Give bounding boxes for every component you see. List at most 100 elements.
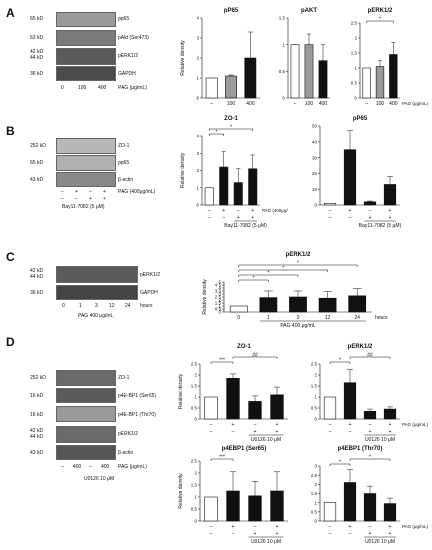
significance-label: * xyxy=(339,358,341,364)
kd-label: 44 kD xyxy=(30,434,44,440)
y-tick-label: 2.5 xyxy=(191,459,198,464)
x-tick-label: – xyxy=(294,101,297,107)
panel-letter-b: B xyxy=(6,124,15,138)
bar xyxy=(318,297,337,313)
y-tick-label: 2 xyxy=(196,56,199,61)
x-tick-label-row2: + xyxy=(369,429,372,435)
y-tick-label: 10 xyxy=(312,187,318,192)
y-axis-label: Relative density xyxy=(180,40,186,76)
significance-label: * xyxy=(282,266,284,272)
kd-label: 42 kD xyxy=(30,49,44,55)
significance-label: * xyxy=(216,130,218,136)
bar xyxy=(323,502,337,522)
chart-title: pERK1/2 xyxy=(348,344,373,350)
protein-label: pERK1/2 xyxy=(140,272,161,278)
y-tick-label: 4 xyxy=(196,134,199,139)
lane-label: – xyxy=(61,196,64,202)
unit-label: PAG (μg/mL) xyxy=(118,85,147,91)
pag-label: PAG (400μg/mL) xyxy=(262,208,288,213)
kd-label: 16 kD xyxy=(30,412,44,418)
lane-label: + xyxy=(75,189,78,195)
y-tick-label: 1.5 xyxy=(191,384,198,389)
blot-band-pp65 xyxy=(56,155,116,171)
x-tick-label: – xyxy=(254,422,257,428)
chart-title: p4EBP1 (Ser65) xyxy=(222,446,267,452)
bar xyxy=(389,54,398,99)
x-tick-label: – xyxy=(329,422,332,428)
x-tick-label-row2: + xyxy=(389,215,392,221)
y-tick-label: 3.5 xyxy=(215,289,222,294)
x-tick-label: + xyxy=(349,208,352,214)
x-tick-label-row2: + xyxy=(254,531,257,537)
y-tick-label: 50 xyxy=(312,124,318,129)
bar xyxy=(323,396,337,420)
protein-label: pERK1/2 xyxy=(118,431,139,437)
kd-label: 36 kD xyxy=(30,290,44,296)
protein-label: p4E-BP1 (Thr70) xyxy=(118,412,156,418)
x-tick-label: + xyxy=(349,524,352,530)
significance-label: * xyxy=(339,460,341,466)
x-tick-label: – xyxy=(210,101,213,107)
x-tick-label: + xyxy=(276,422,279,428)
bar xyxy=(290,44,300,99)
bar xyxy=(248,495,262,522)
y-tick-label: 1 xyxy=(314,500,317,505)
blot-band-perk xyxy=(56,426,116,443)
y-tick-label: 1 xyxy=(194,495,197,500)
blot-band-zo1 xyxy=(56,138,116,154)
x-tick-label-row2: – xyxy=(349,531,352,537)
x-tick-label: + xyxy=(389,208,392,214)
y-tick-label: 0 xyxy=(354,96,357,101)
protein-label: pp65 xyxy=(118,160,130,166)
chart-title: pP65 xyxy=(353,116,368,122)
y-tick-label: 0.5 xyxy=(351,81,358,86)
panel-letter-a: A xyxy=(6,6,15,20)
hours-label: hours xyxy=(140,303,153,309)
x-tick-label: – xyxy=(329,208,332,214)
inhibitor-label: U0126 10 μM xyxy=(365,437,395,443)
x-tick-label: – xyxy=(237,208,240,214)
x-tick-label-row2: – xyxy=(329,531,332,537)
x-tick-label: – xyxy=(208,208,211,214)
y-tick-label: 2.5 xyxy=(311,362,318,367)
protein-label: pERK1/2 xyxy=(118,53,139,59)
chart-p4ebp1-thr70-d: p4EBP1 (Thr70)00.511.522.53––+––+++**PAG… xyxy=(311,446,428,545)
x-tick-label: 400 xyxy=(319,101,328,107)
panel-letter-c: C xyxy=(6,250,15,264)
blot-band-actin xyxy=(56,172,116,187)
protein-label: pp65 xyxy=(118,16,130,22)
x-tick-label: – xyxy=(369,524,372,530)
chart-p4ebp1-ser65-d: p4EBP1 (Ser65) Relative density 0 0.5 1 1.5 2 2… xyxy=(178,446,288,545)
pag-label: PAG (μg/mL) xyxy=(118,464,147,470)
lane-label: + xyxy=(89,196,92,202)
bar xyxy=(343,382,357,420)
lane-label: – xyxy=(89,189,92,195)
inhibitor-label: U0126 10 μM xyxy=(251,539,281,545)
bar xyxy=(205,77,218,99)
y-tick-label: 1 xyxy=(194,395,197,400)
bar xyxy=(229,305,248,313)
x-tick-label: – xyxy=(365,101,368,107)
y-tick-label: 2 xyxy=(194,471,197,476)
bar xyxy=(270,394,284,420)
protein-label: p4E-BP1 (Ser65) xyxy=(118,393,157,399)
y-tick-label: 2.5 xyxy=(351,21,358,26)
pag-label: PAG (μg/mL) xyxy=(402,422,428,427)
kd-label: 42 kD xyxy=(30,428,44,434)
x-tick-label: + xyxy=(389,524,392,530)
bar xyxy=(204,496,218,522)
significance-label: * xyxy=(253,276,255,282)
x-tick-label-row2: + xyxy=(369,531,372,537)
chart-title: p4EBP1 (Thr70) xyxy=(338,446,383,452)
protein-label: GAPDH xyxy=(118,71,136,77)
y-tick-label: 0 xyxy=(196,203,199,208)
y-tick-label: 2.5 xyxy=(215,295,222,300)
kd-label: 252 kD xyxy=(30,375,46,381)
y-tick-label: 2 xyxy=(194,373,197,378)
lane-label: 0 xyxy=(62,303,65,309)
y-axis-label: Relative density xyxy=(178,373,184,409)
protein-label: ZO-1 xyxy=(118,143,130,149)
y-axis-label: Relative density xyxy=(202,279,208,315)
y-tick-label: 4.5 xyxy=(215,283,222,288)
x-tick-label-row2: + xyxy=(237,215,240,221)
